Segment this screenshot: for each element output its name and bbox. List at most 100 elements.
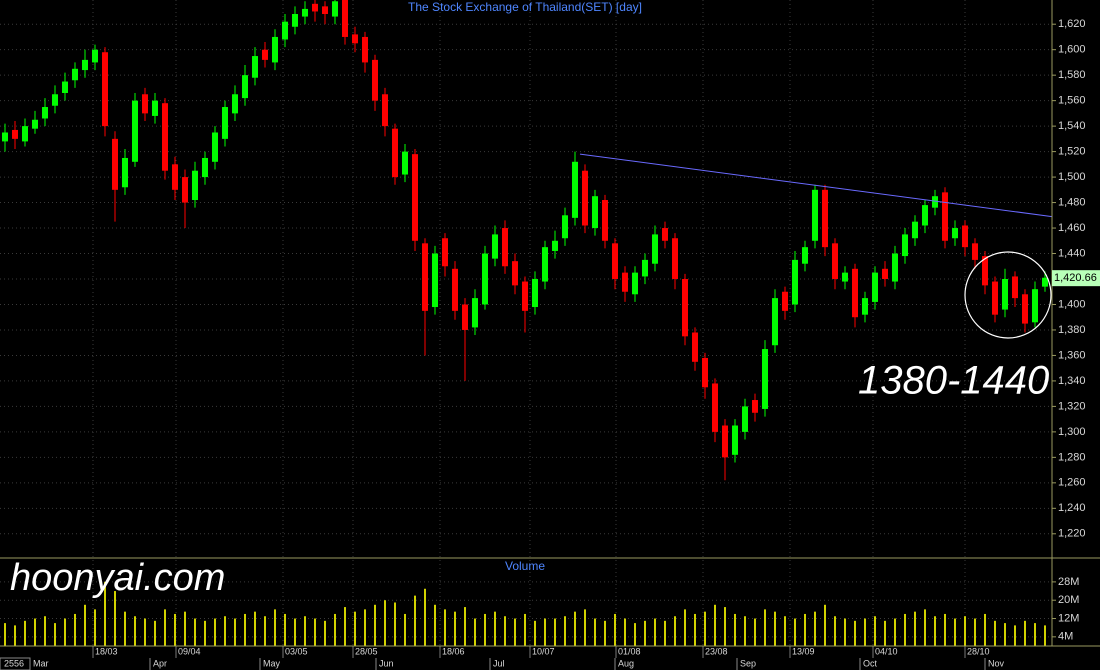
volume-bar: [414, 595, 416, 646]
candle-body: [852, 268, 858, 318]
volume-bar: [914, 611, 916, 646]
candle-body: [1042, 277, 1048, 287]
candle-body: [542, 247, 548, 282]
candle-body: [412, 154, 418, 241]
candle-body: [122, 157, 128, 188]
candle-body: [282, 21, 288, 40]
volume-bar: [994, 620, 996, 646]
volume-bar: [684, 609, 686, 646]
candle-body: [792, 259, 798, 305]
volume-bar: [714, 604, 716, 646]
v-tick-label: 12M: [1058, 612, 1079, 624]
candle-body: [802, 247, 808, 264]
x-tick-label: 28/05: [355, 646, 378, 656]
trendline: [579, 153, 1053, 218]
volume-bar: [44, 616, 46, 646]
volume-bar: [334, 613, 336, 646]
volume-bar: [174, 613, 176, 646]
y-tick-label: 1,600: [1058, 44, 1086, 56]
candle-body: [102, 52, 108, 127]
candle-body: [562, 215, 568, 239]
candle-body: [1022, 294, 1028, 324]
candle-body: [692, 332, 698, 362]
volume-bar: [24, 620, 26, 646]
candle-body: [62, 81, 68, 93]
volume-bar: [734, 613, 736, 646]
candle-body: [972, 243, 978, 260]
candle-body: [712, 383, 718, 432]
candle-body: [1012, 276, 1018, 299]
volume-bar: [854, 620, 856, 646]
volume-bar: [814, 611, 816, 646]
volume-bar: [924, 609, 926, 646]
month-label: Oct: [863, 658, 878, 668]
volume-bar: [4, 623, 6, 646]
y-tick-label: 1,320: [1058, 400, 1086, 412]
candle-body: [72, 68, 78, 81]
y-tick-label: 1,220: [1058, 528, 1086, 540]
candle-body: [382, 94, 388, 127]
candle-body: [652, 234, 658, 264]
volume-bar: [214, 618, 216, 646]
x-tick-label: 13/09: [792, 646, 815, 656]
volume-bar: [254, 611, 256, 646]
volume-bar: [604, 620, 606, 646]
volume-bar: [644, 620, 646, 646]
candle-body: [732, 425, 738, 455]
candle-body: [592, 196, 598, 229]
x-tick-label: 23/08: [705, 646, 728, 656]
volume-bar: [434, 604, 436, 646]
year-box: [0, 657, 31, 670]
volume-bar: [1044, 625, 1046, 646]
candle-body: [312, 3, 318, 12]
candle-body: [662, 228, 668, 241]
y-tick-label: 1,300: [1058, 426, 1086, 438]
volume-bar: [84, 604, 86, 646]
volume-bar: [114, 591, 116, 646]
candle-body: [962, 225, 968, 248]
y-tick-label: 1,500: [1058, 171, 1086, 183]
candle-body: [552, 240, 558, 251]
volume-bar: [244, 613, 246, 646]
volume-bar: [1034, 623, 1036, 646]
volume-bar: [774, 611, 776, 646]
month-label: Jun: [379, 658, 394, 668]
volume-bar: [284, 613, 286, 646]
x-tick-label: 09/04: [178, 646, 201, 656]
candle-body: [622, 272, 628, 292]
y-tick-label: 1,340: [1058, 375, 1086, 387]
v-tick-label: 20M: [1058, 594, 1079, 606]
candle-body: [2, 132, 8, 142]
candle-body: [372, 59, 378, 101]
volume-bar: [564, 616, 566, 646]
month-label: Sep: [740, 658, 756, 668]
volume-bar: [104, 581, 106, 646]
candle-body: [182, 177, 188, 203]
volume-bar: [674, 616, 676, 646]
candle-body: [942, 192, 948, 241]
volume-bar: [474, 618, 476, 646]
candle-body: [242, 75, 248, 99]
y-tick-label: 1,400: [1058, 298, 1086, 310]
volume-bar: [404, 613, 406, 646]
candle-body: [892, 253, 898, 282]
y-tick-label: 1,460: [1058, 222, 1086, 234]
volume-bar: [954, 618, 956, 646]
volume-bar: [934, 616, 936, 646]
volume-bar: [374, 604, 376, 646]
volume-bar: [764, 609, 766, 646]
month-label: Nov: [988, 658, 1005, 668]
month-label: Aug: [618, 658, 634, 668]
volume-bar: [464, 607, 466, 646]
v-tick-label: 28M: [1058, 576, 1079, 588]
volume-bar: [34, 618, 36, 646]
volume-bar: [124, 611, 126, 646]
volume-bar: [484, 613, 486, 646]
candle-body: [232, 94, 238, 114]
volume-bar: [134, 616, 136, 646]
y-tick-label: 1,480: [1058, 196, 1086, 208]
volume-bar: [264, 616, 266, 646]
candle-body: [912, 221, 918, 239]
candle-body: [332, 1, 338, 17]
